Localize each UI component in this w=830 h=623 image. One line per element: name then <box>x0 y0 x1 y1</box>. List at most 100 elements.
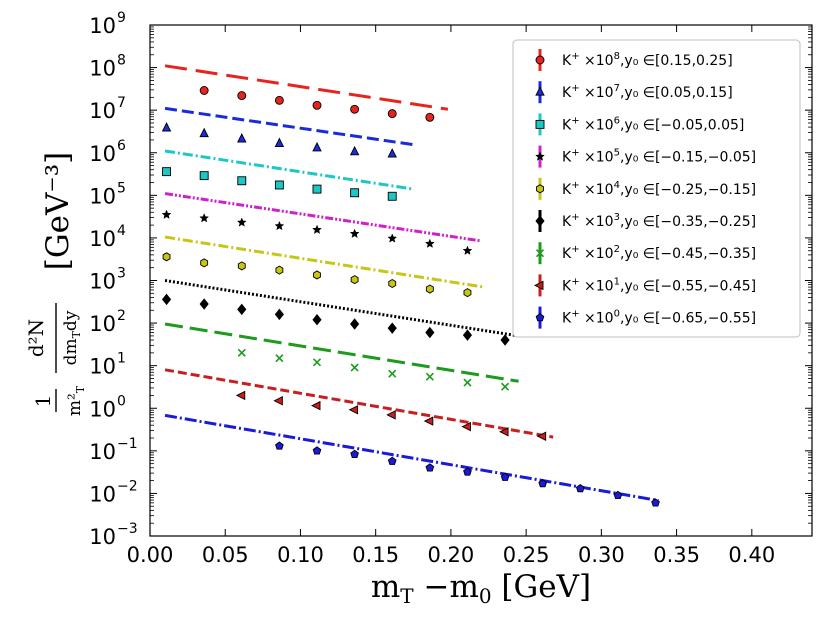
y-tick-label: 10 <box>89 355 116 379</box>
data-point-s2 <box>275 354 284 363</box>
data-point-s2 <box>501 382 510 391</box>
legend-label-s5: K+ ×105,y₀ ∈[−0.15,−0.05] <box>562 148 756 166</box>
data-point-s5 <box>312 224 322 234</box>
data-point-s7 <box>274 137 285 147</box>
legend-label-s6: K+ ×106,y₀ ∈[−0.05,0.05] <box>562 115 744 133</box>
data-point-s2 <box>425 372 434 381</box>
legend-label-s7: K+ ×107,y₀ ∈[0.05,0.15] <box>562 83 733 101</box>
y-title-one: 1 <box>31 395 55 408</box>
data-point-s4 <box>200 258 209 268</box>
y-tick-label: 10 <box>89 440 116 464</box>
data-point-s4 <box>275 265 284 275</box>
data-point-s5 <box>349 228 360 238</box>
x-axis-title: mT −m0 [GeV] <box>371 569 591 608</box>
y-axis-ticks: 10 −310 −210 −110 010 110 210 310 410 510 610 710 81… <box>89 10 812 549</box>
data-point-s0 <box>425 463 435 472</box>
data-point-s1 <box>461 421 471 432</box>
data-point-s8 <box>425 112 435 122</box>
x-tick-label: 0.40 <box>728 543 775 567</box>
fit-line-s1 <box>164 368 554 439</box>
legend-marker-s0 <box>535 313 545 322</box>
data-point-s3 <box>199 298 209 310</box>
y-tick-exponent: −2 <box>117 478 138 494</box>
data-point-s8 <box>350 104 360 114</box>
fit-line-s5 <box>164 192 482 243</box>
data-points <box>161 86 660 507</box>
data-point-s7 <box>312 141 322 152</box>
data-point-s0 <box>538 479 548 488</box>
legend-marker-s7 <box>535 86 545 96</box>
legend: K+ ×108,y₀ ∈[0.15,0.25] K+ ×107,y₀ ∈[0.05… <box>512 39 801 338</box>
data-point-s1 <box>235 390 246 401</box>
data-point-s7 <box>387 148 397 158</box>
fit-line-s2 <box>164 322 519 383</box>
legend-label-s4: K+ ×104,y₀ ∈[−0.25,−0.15] <box>562 180 756 198</box>
data-point-s5 <box>161 209 172 219</box>
y-tick-label: 10 <box>89 184 116 208</box>
data-point-s6 <box>199 171 209 181</box>
data-point-s6 <box>237 176 247 186</box>
y-title-d2N: d²N <box>24 319 48 357</box>
data-point-s2 <box>463 378 472 387</box>
y-tick-exponent: 0 <box>117 393 126 409</box>
data-point-s6 <box>387 191 397 201</box>
x-tick-label: 0.10 <box>277 543 324 567</box>
x-tick-label: 0.30 <box>578 543 625 567</box>
legend-marker-s4 <box>536 184 544 194</box>
data-point-s5 <box>462 245 473 255</box>
y-tick-label: 10 <box>89 312 116 336</box>
data-point-s0 <box>387 456 397 465</box>
data-point-s0 <box>613 490 623 500</box>
y-tick-label: 10 <box>89 99 116 123</box>
y-axis-title: 1 m²T d²N dmTdy [GeV⁻³] <box>24 152 87 416</box>
data-point-s0 <box>463 467 472 476</box>
y-tick-exponent: −1 <box>117 436 138 452</box>
fit-line-s7 <box>164 106 414 147</box>
data-point-s0 <box>312 446 322 455</box>
y-tick-exponent: 2 <box>117 308 126 324</box>
data-point-s3 <box>500 334 510 346</box>
y-title-dmTdy: dmTdy <box>61 310 83 365</box>
y-tick-exponent: 3 <box>117 266 126 282</box>
y-tick-exponent: 1 <box>117 351 126 367</box>
y-tick-label: 10 <box>89 525 116 549</box>
y-tick-label: 10 <box>89 142 116 166</box>
data-point-s0 <box>500 472 510 481</box>
y-tick-label: 10 <box>89 482 116 506</box>
data-point-s5 <box>424 238 435 248</box>
data-point-s1 <box>310 400 321 411</box>
data-point-s5 <box>387 233 398 243</box>
data-point-s8 <box>199 86 209 95</box>
x-tick-label: 0.00 <box>127 543 174 567</box>
y-tick-exponent: −3 <box>117 521 138 537</box>
data-point-s0 <box>651 498 660 507</box>
data-point-s5 <box>199 213 210 223</box>
data-point-s4 <box>350 275 359 285</box>
data-point-s4 <box>162 252 171 262</box>
y-tick-label: 10 <box>89 270 116 294</box>
data-point-s8 <box>387 109 397 119</box>
legend-label-s1: K+ ×101,y₀ ∈[−0.55,−0.45] <box>562 276 756 294</box>
data-point-s4 <box>313 270 321 280</box>
y-tick-label: 10 <box>89 397 116 421</box>
data-point-s8 <box>312 100 322 110</box>
data-point-s4 <box>237 261 246 271</box>
data-point-s6 <box>350 188 360 198</box>
fit-line-s0 <box>164 413 659 503</box>
legend-label-s2: K+ ×102,y₀ ∈[−0.45,−0.35] <box>562 244 756 262</box>
fit-line-s8 <box>164 64 449 111</box>
x-axis-ticks: 0.00 0.05 0.10 0.15 0.20 0.25 0.30 0.35 0.40 <box>127 25 775 567</box>
x-tick-label: 0.20 <box>428 543 475 567</box>
data-point-s4 <box>388 278 397 289</box>
legend-marker-s2 <box>535 249 545 258</box>
data-point-s6 <box>274 180 284 190</box>
y-tick-label: 10 <box>89 57 116 81</box>
data-point-s1 <box>536 431 547 441</box>
legend-marker-s8 <box>535 55 545 65</box>
data-point-s1 <box>273 396 283 406</box>
data-point-s4 <box>463 288 472 298</box>
data-point-s3 <box>161 293 172 306</box>
legend-marker-s3 <box>535 215 545 227</box>
data-point-s5 <box>274 220 285 231</box>
